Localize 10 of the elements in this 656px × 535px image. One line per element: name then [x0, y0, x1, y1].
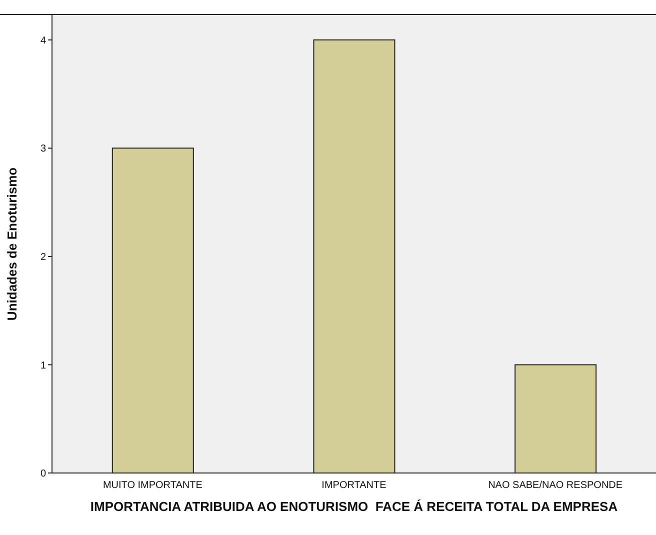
x-tick-label: MUITO IMPORTANTE: [102, 480, 203, 492]
y-tick-label: 1: [40, 360, 46, 372]
y-axis-title: Unidades de Enoturismo: [4, 167, 20, 321]
y-tick-label: 0: [40, 468, 46, 480]
x-axis-title: IMPORTANCIA ATRIBUIDA AO ENOTURISMO FACE Á RECEITA TOTAL DA EMPRESA: [89, 499, 619, 514]
y-tick-label: 4: [40, 35, 46, 46]
x-tick-label: IMPORTANTE: [322, 480, 387, 492]
y-tick-label: 3: [40, 144, 46, 155]
x-tick-label: NAO SABE/NAO RESPONDE: [488, 480, 623, 492]
y-tick-label: 2: [40, 252, 46, 263]
